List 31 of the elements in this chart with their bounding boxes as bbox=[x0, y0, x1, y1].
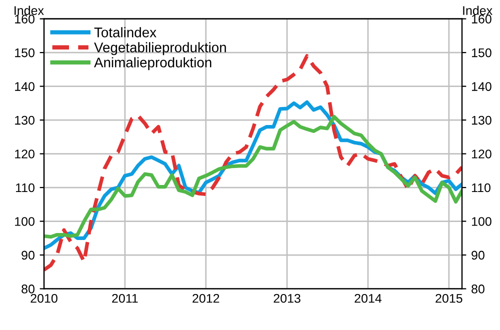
y2-tick-label: 160 bbox=[472, 14, 492, 24]
x-tick-label: 2013 bbox=[274, 294, 300, 303]
y2-tick-label: 90 bbox=[472, 250, 484, 260]
legend-label: Vegetabilieproduktion bbox=[94, 42, 226, 56]
x-tick-label: 2015 bbox=[436, 294, 462, 303]
line-series bbox=[44, 114, 462, 239]
y-tick-label: 150 bbox=[15, 48, 34, 58]
y2-tick-label: 110 bbox=[472, 183, 490, 192]
y-axis-title: Index bbox=[14, 6, 44, 15]
legend-label: Totalindex bbox=[94, 27, 156, 38]
y2-tick-label: 100 bbox=[472, 217, 492, 226]
y2-tick-label: 130 bbox=[472, 116, 492, 125]
y2-axis-title: Index bbox=[463, 6, 492, 15]
y2-tick-label: 120 bbox=[472, 150, 492, 158]
y2-tick-label: 80 bbox=[472, 284, 484, 294]
y-tick-label: 90 bbox=[22, 250, 34, 260]
y2-tick-label: 150 bbox=[472, 48, 492, 58]
legend-label: Animalieproduktion bbox=[94, 57, 212, 70]
y2-tick-label: 140 bbox=[472, 82, 492, 91]
y-tick-label: 160 bbox=[15, 14, 34, 24]
x-tick-label: 2011 bbox=[112, 294, 138, 303]
x-tick-label: 2010 bbox=[30, 294, 58, 303]
y-tick-label: 80 bbox=[22, 284, 34, 294]
line-series bbox=[44, 54, 462, 272]
y-tick-label: 130 bbox=[15, 116, 34, 125]
x-tick-label: 2012 bbox=[192, 294, 220, 303]
y-tick-label: 140 bbox=[15, 82, 34, 91]
y-tick-label: 110 bbox=[16, 183, 34, 192]
x-tick-label: 2014 bbox=[354, 294, 382, 303]
y-tick-label: 120 bbox=[15, 150, 34, 158]
y-tick-label: 100 bbox=[15, 217, 34, 226]
